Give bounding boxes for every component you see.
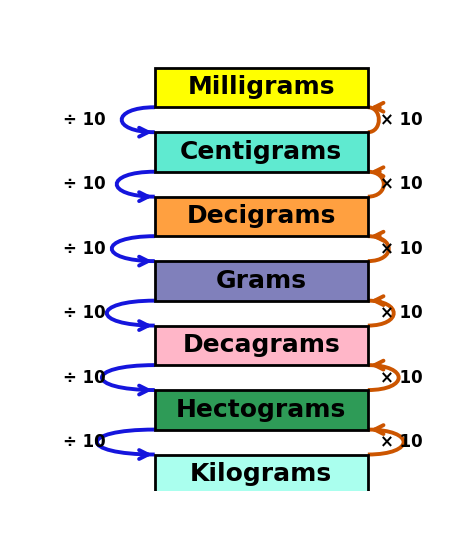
Text: ÷ 10: ÷ 10 — [63, 175, 106, 193]
Text: Grams: Grams — [216, 269, 307, 293]
FancyBboxPatch shape — [155, 390, 368, 429]
Text: ÷ 10: ÷ 10 — [63, 240, 106, 258]
FancyBboxPatch shape — [155, 454, 368, 494]
Text: Decigrams: Decigrams — [187, 204, 336, 229]
Text: Milligrams: Milligrams — [188, 76, 335, 99]
Text: × 10: × 10 — [380, 240, 423, 258]
Text: × 10: × 10 — [380, 304, 423, 322]
Text: × 10: × 10 — [380, 111, 423, 129]
FancyBboxPatch shape — [155, 132, 368, 172]
FancyBboxPatch shape — [155, 261, 368, 301]
Text: Kilograms: Kilograms — [190, 462, 332, 486]
Text: Hectograms: Hectograms — [176, 398, 346, 422]
Text: Decagrams: Decagrams — [182, 333, 340, 357]
Text: × 10: × 10 — [380, 433, 423, 451]
FancyBboxPatch shape — [155, 326, 368, 365]
FancyBboxPatch shape — [155, 197, 368, 236]
Text: Centigrams: Centigrams — [180, 140, 342, 164]
Text: ÷ 10: ÷ 10 — [63, 111, 106, 129]
Text: × 10: × 10 — [380, 175, 423, 193]
Text: ÷ 10: ÷ 10 — [63, 304, 106, 322]
Text: × 10: × 10 — [380, 369, 423, 386]
Text: ÷ 10: ÷ 10 — [63, 369, 106, 386]
Text: ÷ 10: ÷ 10 — [63, 433, 106, 451]
FancyBboxPatch shape — [155, 68, 368, 107]
